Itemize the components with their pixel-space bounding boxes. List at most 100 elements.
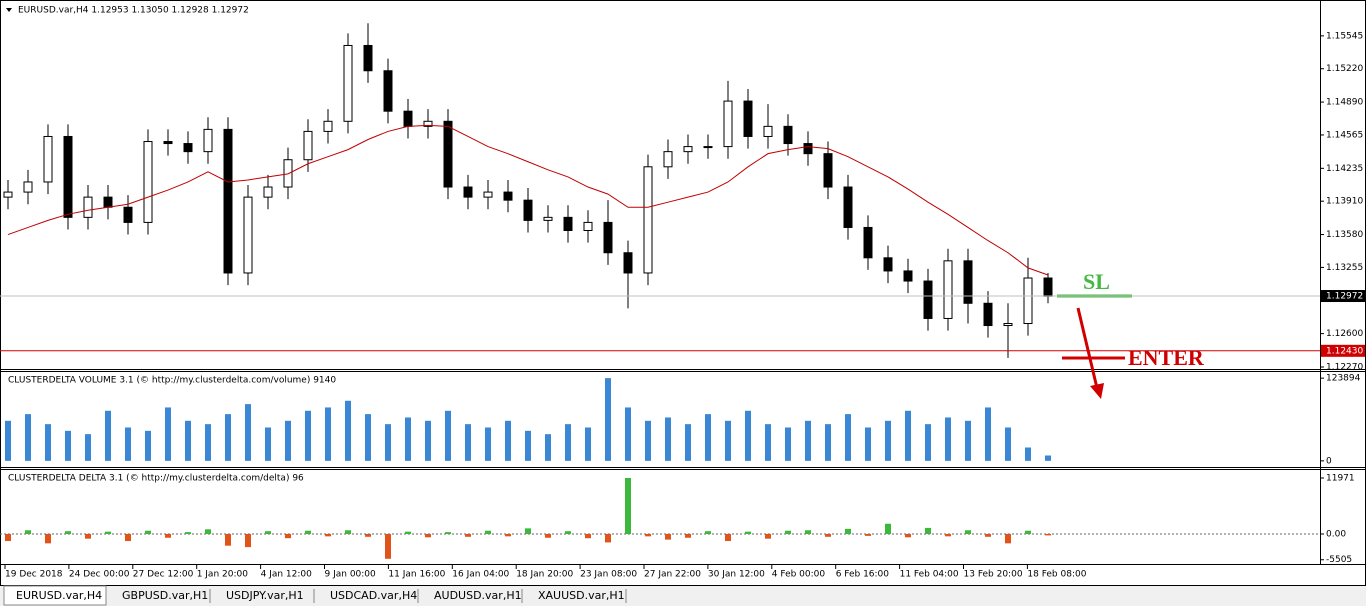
- menu-arrow[interactable]: [6, 8, 12, 12]
- candle-body: [643, 166, 653, 274]
- tab-label[interactable]: AUDUSD.var,H1: [434, 589, 522, 602]
- bar: [65, 430, 71, 461]
- y-tick-label: 0: [1326, 456, 1332, 466]
- candle-body: [123, 206, 133, 223]
- bar: [945, 533, 951, 537]
- candle-body: [23, 181, 33, 193]
- candle-body: [223, 128, 233, 274]
- bar: [25, 530, 31, 534]
- bar: [785, 530, 791, 534]
- bar: [625, 477, 631, 534]
- candle-body: [743, 100, 753, 137]
- tab[interactable]: [318, 588, 418, 604]
- bar: [205, 424, 211, 461]
- candle-body: [543, 216, 553, 221]
- bar: [785, 427, 791, 461]
- bar: [365, 533, 371, 537]
- indicator-title: CLUSTERDELTA VOLUME 3.1 (© http://my.clu…: [8, 376, 336, 386]
- candle-body: [163, 141, 173, 145]
- time-label: 24 Dec 00:00: [69, 570, 130, 580]
- time-label: 9 Jan 00:00: [325, 570, 377, 580]
- bar: [505, 533, 511, 537]
- bar: [445, 410, 451, 461]
- tab[interactable]: [422, 588, 522, 604]
- candle-body: [503, 191, 513, 201]
- tab[interactable]: [110, 588, 210, 604]
- time-label: 4 Jan 12:00: [261, 570, 313, 580]
- bar: [105, 531, 111, 534]
- bar: [65, 531, 71, 534]
- time-label: 11 Jan 16:00: [388, 570, 445, 580]
- tab-label[interactable]: GBPUSD.var,H1: [122, 589, 208, 602]
- candle-body: [203, 128, 213, 153]
- candle-body: [663, 151, 673, 168]
- candle-body: [323, 120, 333, 132]
- moving-average: [7, 124, 1049, 276]
- time-label: 18 Feb 08:00: [1027, 570, 1086, 580]
- bar: [385, 424, 391, 461]
- bar: [105, 410, 111, 461]
- time-label: 11 Feb 04:00: [900, 570, 959, 580]
- bar: [305, 530, 311, 534]
- bar: [645, 533, 651, 537]
- bar: [745, 531, 751, 534]
- bar: [225, 414, 231, 461]
- bar: [845, 528, 851, 534]
- bar: [285, 420, 291, 461]
- tab-label[interactable]: XAUUSD.var,H1: [538, 589, 625, 602]
- time-label: 19 Dec 2018: [5, 570, 63, 580]
- candle-body: [703, 146, 713, 149]
- candle-body: [3, 191, 13, 198]
- candle-body: [183, 143, 193, 153]
- y-tick-label: -5505: [1326, 555, 1352, 565]
- bar: [825, 424, 831, 461]
- candle-body: [303, 130, 313, 161]
- bar: [1005, 427, 1011, 461]
- tab[interactable]: [3, 585, 107, 606]
- time-label: 27 Jan 22:00: [644, 570, 701, 580]
- bar: [1045, 533, 1051, 536]
- candle-body: [963, 260, 973, 304]
- candle-body: [1003, 323, 1013, 327]
- bar: [45, 533, 51, 544]
- bar: [865, 533, 871, 536]
- bar: [125, 533, 131, 542]
- tab-label[interactable]: USDJPY.var,H1: [226, 589, 304, 602]
- candle-body: [823, 153, 833, 188]
- candle-body: [583, 221, 593, 231]
- bar: [165, 407, 171, 461]
- tab-label[interactable]: EURUSD.var,H4: [16, 589, 102, 602]
- bar: [145, 530, 151, 534]
- bar: [765, 533, 771, 539]
- bar: [985, 533, 991, 537]
- bar: [945, 417, 951, 461]
- bar: [605, 378, 611, 461]
- bar: [325, 533, 331, 537]
- bar: [885, 420, 891, 461]
- bar: [245, 404, 251, 461]
- y-tick-label: 1.14235: [1326, 164, 1363, 174]
- candle-body: [923, 280, 933, 319]
- bar: [525, 430, 531, 461]
- candle-body: [783, 125, 793, 145]
- tab[interactable]: [214, 588, 314, 604]
- bar: [145, 430, 151, 461]
- bar: [1025, 447, 1031, 461]
- bar: [605, 533, 611, 543]
- bar: [465, 424, 471, 461]
- chart-title: EURUSD.var,H4 1.12953 1.13050 1.12928 1.…: [18, 6, 249, 16]
- tab-label[interactable]: USDCAD.var,H4: [330, 589, 417, 602]
- bar: [385, 533, 391, 559]
- bar: [545, 434, 551, 461]
- bar: [745, 410, 751, 461]
- candle-body: [1043, 277, 1053, 297]
- bar: [205, 529, 211, 534]
- bar: [325, 407, 331, 461]
- bar: [445, 532, 451, 534]
- candle-body: [883, 257, 893, 272]
- indicator-title: CLUSTERDELTA DELTA 3.1 (© http://my.clus…: [8, 474, 304, 484]
- time-label: 27 Dec 12:00: [133, 570, 194, 580]
- bar: [625, 407, 631, 461]
- bar: [965, 420, 971, 461]
- tab[interactable]: [526, 588, 626, 604]
